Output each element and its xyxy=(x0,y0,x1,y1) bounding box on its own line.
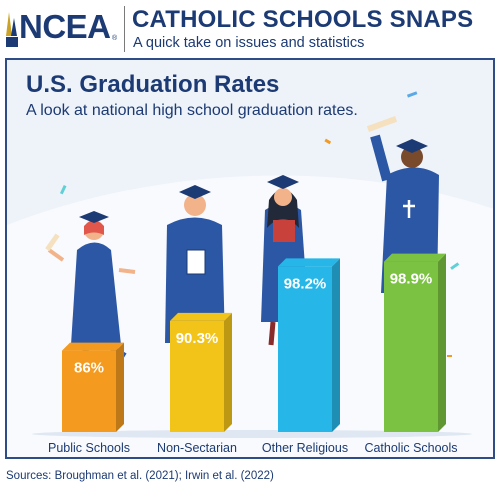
category-label: Public Schools xyxy=(48,441,130,455)
bar-2: 90.3% Non-Sectarian xyxy=(157,312,237,455)
registered-mark: ® xyxy=(112,35,118,42)
bar-value-label: 98.2% xyxy=(284,275,327,292)
sources-note: Sources: Broughman et al. (2021); Irwin … xyxy=(6,470,274,482)
bar-top xyxy=(278,258,340,267)
header-divider xyxy=(124,6,125,52)
bar-value-label: 86% xyxy=(74,360,104,377)
bar-side xyxy=(438,253,446,432)
bar-front xyxy=(170,320,224,432)
bar-side xyxy=(116,342,124,432)
logo-text: NCEA xyxy=(19,8,111,45)
background-swoosh xyxy=(7,175,493,457)
graduate-figure-2 xyxy=(165,185,225,360)
bar-top xyxy=(384,253,446,262)
category-label: Other Religious xyxy=(262,441,348,455)
bar-3: 98.2% Other Religious xyxy=(262,258,348,455)
bar-side xyxy=(224,312,232,432)
bar-value-label: 90.3% xyxy=(176,330,219,347)
floor-shadow xyxy=(32,430,472,438)
bar-front xyxy=(62,350,116,432)
bar-4: 98.9% Catholic Schools xyxy=(364,253,458,455)
chart-title: U.S. Graduation Rates xyxy=(26,71,280,98)
ncea-logo-icon xyxy=(6,12,18,47)
bars-layer: 86% Public Schools 90.3% Non-Sectarian 98.2%… xyxy=(32,253,472,455)
bar-1: 86% Public Schools xyxy=(48,342,130,455)
bar-side xyxy=(332,258,340,432)
brand-title: CATHOLIC SCHOOLS SNAPS xyxy=(132,6,474,33)
bar-top xyxy=(62,342,124,351)
bar-front xyxy=(384,261,438,432)
category-label: Non-Sectarian xyxy=(157,441,237,455)
header: NCEA ® CATHOLIC SCHOOLS SNAPS A quick ta… xyxy=(0,0,500,58)
category-label: Catholic Schools xyxy=(364,441,457,455)
bar-top xyxy=(170,312,232,321)
brand-subtitle: A quick take on issues and statistics xyxy=(133,35,365,51)
chart-subtitle: A look at national high school graduatio… xyxy=(26,102,358,119)
bar-front xyxy=(278,266,332,432)
chart-panel: 86% Public Schools 90.3% Non-Sectarian 98.2%… xyxy=(5,58,495,459)
chart: 86% Public Schools 90.3% Non-Sectarian 98.2%… xyxy=(7,91,493,457)
bar-value-label: 98.9% xyxy=(390,271,433,288)
